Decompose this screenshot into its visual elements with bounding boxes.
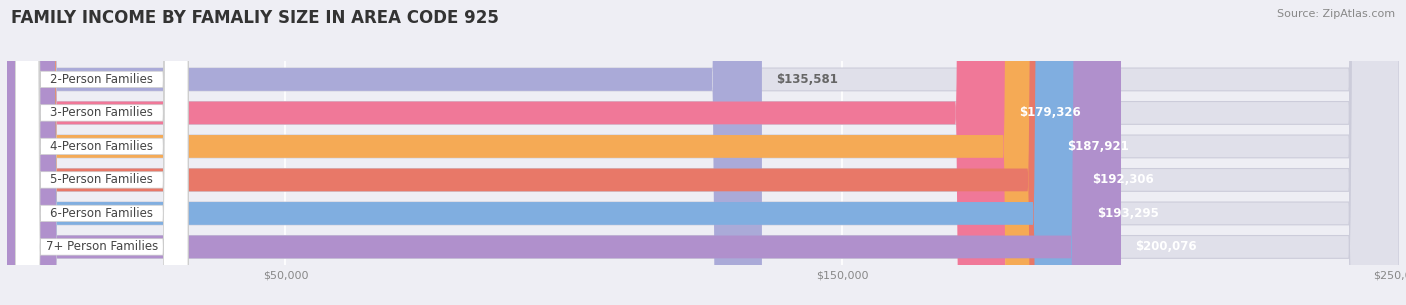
- FancyBboxPatch shape: [15, 0, 188, 305]
- FancyBboxPatch shape: [7, 0, 1078, 305]
- FancyBboxPatch shape: [7, 0, 1005, 305]
- FancyBboxPatch shape: [7, 0, 1083, 305]
- FancyBboxPatch shape: [7, 0, 1399, 305]
- Text: 5-Person Families: 5-Person Families: [51, 174, 153, 186]
- FancyBboxPatch shape: [7, 0, 762, 305]
- Text: Source: ZipAtlas.com: Source: ZipAtlas.com: [1277, 9, 1395, 19]
- FancyBboxPatch shape: [15, 0, 188, 305]
- FancyBboxPatch shape: [15, 0, 188, 305]
- FancyBboxPatch shape: [7, 0, 1399, 305]
- FancyBboxPatch shape: [7, 0, 1399, 305]
- FancyBboxPatch shape: [7, 0, 1053, 305]
- Text: 6-Person Families: 6-Person Families: [51, 207, 153, 220]
- FancyBboxPatch shape: [7, 0, 1399, 305]
- Text: $192,306: $192,306: [1091, 174, 1153, 186]
- FancyBboxPatch shape: [15, 0, 188, 305]
- Text: $135,581: $135,581: [776, 73, 838, 86]
- Text: 2-Person Families: 2-Person Families: [51, 73, 153, 86]
- Text: $179,326: $179,326: [1019, 106, 1081, 120]
- FancyBboxPatch shape: [7, 0, 1399, 305]
- FancyBboxPatch shape: [15, 0, 188, 305]
- Text: 7+ Person Families: 7+ Person Families: [45, 240, 157, 253]
- Text: $193,295: $193,295: [1097, 207, 1159, 220]
- FancyBboxPatch shape: [7, 0, 1399, 305]
- FancyBboxPatch shape: [15, 0, 188, 305]
- Text: $187,921: $187,921: [1067, 140, 1129, 153]
- FancyBboxPatch shape: [7, 0, 1121, 305]
- Text: 4-Person Families: 4-Person Families: [51, 140, 153, 153]
- Text: 3-Person Families: 3-Person Families: [51, 106, 153, 120]
- Text: FAMILY INCOME BY FAMALIY SIZE IN AREA CODE 925: FAMILY INCOME BY FAMALIY SIZE IN AREA CO…: [11, 9, 499, 27]
- Text: $200,076: $200,076: [1135, 240, 1197, 253]
